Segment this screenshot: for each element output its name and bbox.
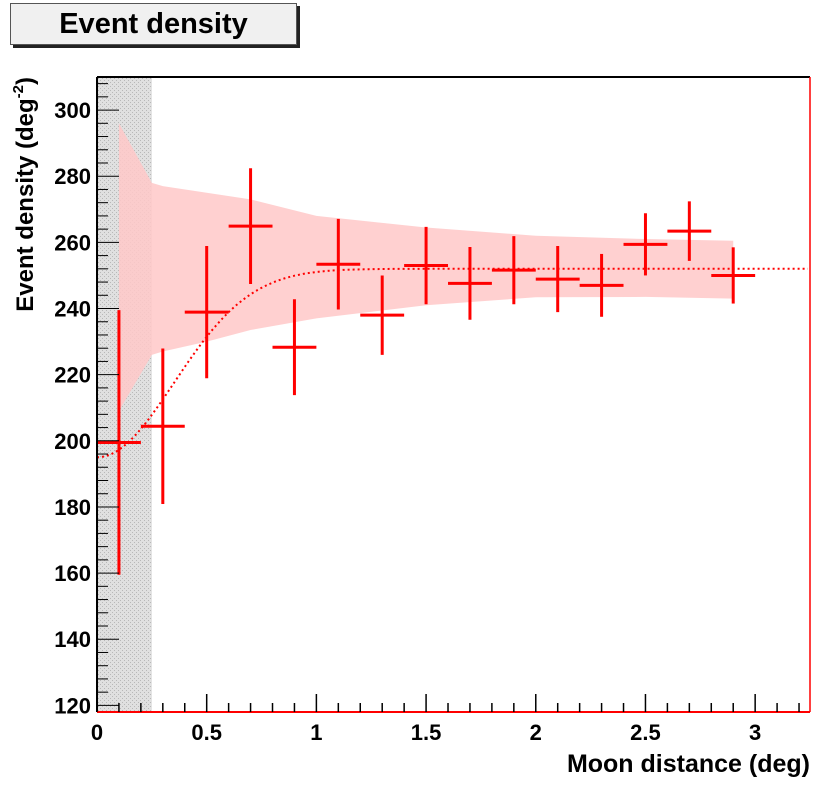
y-tick-label: 220: [54, 363, 91, 388]
x-tick-label: 0: [91, 720, 103, 745]
y-tick-label: 240: [54, 297, 91, 322]
y-axis-title-main: Event density (deg: [12, 98, 39, 311]
fit-curve: [96, 267, 808, 459]
y-tick-label: 140: [54, 627, 91, 652]
y-axis-title: Event density (deg-2): [10, 77, 39, 312]
data-point: [140, 348, 185, 504]
data-point: [97, 310, 141, 575]
data-point: [272, 299, 317, 396]
y-tick-label: 180: [54, 495, 91, 520]
y-tick-label: 280: [54, 164, 91, 189]
y-tick-label: 260: [54, 230, 91, 255]
x-tick-label: 0.5: [191, 720, 222, 745]
x-axis-title: Moon distance (deg): [567, 750, 810, 778]
data-point: [228, 168, 273, 285]
data-point: [535, 246, 580, 313]
chart-title: Event density: [10, 3, 297, 45]
data-point: [667, 201, 712, 261]
x-tick-label: 1.5: [411, 720, 442, 745]
data-point: [316, 218, 361, 310]
x-tick-label: 2.5: [630, 720, 661, 745]
x-tick-label: 1: [310, 720, 322, 745]
x-tick-label: 3: [749, 720, 761, 745]
y-tick-label: 200: [54, 429, 91, 454]
x-tick-label: 2: [530, 720, 542, 745]
data-point: [360, 275, 405, 355]
y-tick-label: 300: [54, 98, 91, 123]
y-axis-title-sup: -2: [10, 85, 27, 98]
y-axis-title-end: ): [12, 77, 39, 85]
data-point: [711, 247, 756, 304]
data-point: [184, 246, 229, 379]
y-tick-label: 160: [54, 561, 91, 586]
data-point: [579, 253, 624, 317]
data-point: [448, 246, 492, 320]
data-point: [623, 213, 668, 276]
data-point: [404, 226, 449, 305]
data-point: [491, 236, 536, 305]
y-tick-label: 120: [54, 693, 91, 718]
